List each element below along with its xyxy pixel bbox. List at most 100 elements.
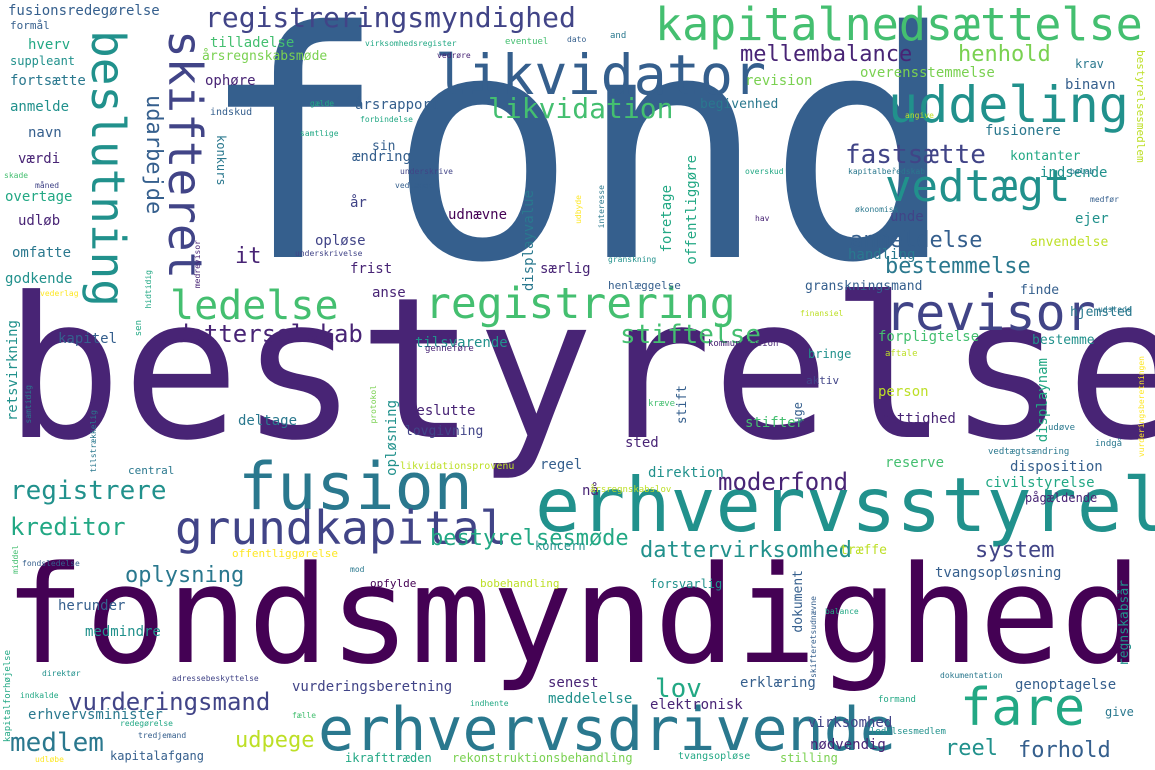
cloud-word: årsregnskabslov: [590, 485, 672, 495]
cloud-word: ledelse: [170, 283, 339, 329]
cloud-word: central: [128, 464, 175, 477]
cloud-word: værdi: [18, 151, 61, 167]
cloud-word: fusion: [238, 450, 473, 525]
cloud-word: vedlægge: [395, 181, 434, 190]
cloud-word: henhold: [958, 42, 1051, 67]
cloud-word: moderfond: [718, 468, 849, 496]
cloud-word: medfør: [1090, 195, 1119, 204]
cloud-word: regel: [540, 457, 583, 473]
cloud-word: fælle: [292, 711, 317, 720]
cloud-word: indkalde: [20, 691, 59, 700]
cloud-word: udøve: [1048, 423, 1076, 433]
cloud-word: rettighed: [880, 411, 956, 427]
cloud-word: vurderingsmand: [68, 688, 271, 716]
cloud-word: disposition: [1010, 459, 1103, 475]
cloud-word: opløsning: [384, 400, 400, 476]
cloud-word: registrering: [425, 279, 736, 329]
cloud-word: anmelde: [10, 99, 70, 115]
cloud-word: opfylde: [370, 577, 417, 590]
cloud-word: bobehandling: [480, 577, 560, 590]
cloud-word: udnævne: [448, 207, 508, 223]
cloud-word: sin: [372, 139, 396, 154]
cloud-word: handling: [848, 247, 916, 263]
cloud-word: likvidation: [488, 92, 674, 125]
cloud-word: måned: [35, 181, 60, 190]
cloud-word: genoptagelse: [1015, 677, 1117, 693]
cloud-word: stiftelse: [620, 320, 761, 350]
cloud-word: ikrafttræden: [345, 751, 432, 765]
cloud-word: erhvervsdrivende: [318, 695, 896, 765]
cloud-word: senest: [548, 675, 599, 691]
cloud-word: reserve: [885, 455, 945, 471]
cloud-word: ændring: [352, 149, 412, 165]
cloud-word: indsende: [1040, 165, 1108, 181]
cloud-word: årsregnskabsmøde: [202, 49, 328, 64]
cloud-word: direktør: [42, 669, 81, 678]
cloud-word: erhvervsstyrelse: [535, 461, 1155, 549]
cloud-word: fondsmyndighed: [4, 537, 1142, 694]
cloud-word: lovgivning: [405, 424, 484, 439]
cloud-word: ledelsesmedlem: [870, 727, 946, 737]
cloud-word: medmindre: [85, 624, 161, 640]
cloud-word: indhente: [470, 699, 509, 708]
cloud-word: civilstyrelse: [985, 475, 1095, 491]
cloud-word: kapitalnedsættelse: [655, 0, 1143, 51]
cloud-word: kræve: [648, 399, 676, 409]
cloud-word: fond: [198, 0, 957, 332]
cloud-word: lov: [655, 674, 702, 704]
cloud-word: virksomhed: [808, 715, 893, 731]
cloud-word: fusionere: [985, 123, 1061, 139]
cloud-word: interesse: [597, 185, 606, 229]
cloud-word: udstede: [1098, 305, 1132, 314]
cloud-word: indskud: [210, 107, 253, 118]
cloud-word: genneføre: [425, 344, 474, 354]
cloud-word: vurderingsberetningen: [1137, 356, 1146, 458]
cloud-word: forbindelse: [360, 115, 413, 124]
cloud-word: beslutning: [81, 30, 135, 307]
cloud-word: vedtægtsændring: [988, 447, 1070, 457]
cloud-word: tvangsopløsning: [935, 565, 1062, 581]
cloud-word: udbyde: [574, 195, 583, 224]
cloud-word: likvidator: [435, 43, 767, 107]
cloud-word: godkende: [5, 271, 73, 287]
cloud-word: bestyrelsesmøde: [430, 526, 629, 551]
cloud-word: fastsætte: [845, 140, 986, 170]
cloud-word: registreringsmyndighed: [205, 1, 576, 34]
cloud-word: adressebeskyttelse: [172, 674, 259, 683]
cloud-word: samtidig: [24, 385, 33, 424]
cloud-word: træffe: [840, 543, 887, 558]
cloud-word: pågældende: [1025, 491, 1098, 505]
cloud-word: udarbejde: [141, 95, 166, 215]
cloud-word: stift: [675, 385, 690, 425]
cloud-word: anmeldelse: [850, 228, 983, 253]
cloud-word: kapitalbeředskab: [848, 167, 926, 176]
cloud-word: and: [610, 31, 627, 41]
cloud-word: medlem: [10, 728, 104, 758]
cloud-word: oplysning: [125, 563, 245, 588]
cloud-word: år: [350, 195, 367, 211]
cloud-word: indgå: [1095, 439, 1123, 449]
cloud-word: meddelelse: [548, 691, 633, 707]
cloud-word: protokol: [369, 385, 378, 424]
cloud-word: uge: [791, 402, 805, 424]
cloud-word: navn: [28, 125, 62, 141]
cloud-word: henlæggelse: [608, 279, 681, 292]
cloud-word: give: [1105, 705, 1134, 719]
cloud-word: tilladelse: [210, 35, 295, 51]
cloud-word: ophøre: [205, 73, 256, 89]
cloud-word: bestyrelsesmedlem: [1134, 50, 1147, 163]
cloud-word: ejer: [1075, 211, 1109, 227]
cloud-word: system: [975, 538, 1055, 563]
cloud-word: omfatte: [12, 245, 72, 261]
cloud-word: revisor: [885, 284, 1096, 342]
cloud-word: granskning: [608, 255, 657, 264]
cloud-word: aktiv: [806, 374, 840, 387]
cloud-word: nå: [582, 483, 599, 499]
cloud-word: binavn: [1065, 77, 1116, 93]
cloud-word: registrere: [10, 476, 167, 506]
cloud-word: offentliggørelse: [232, 547, 338, 560]
cloud-word: mellembalance: [740, 42, 913, 67]
cloud-word: sen: [134, 320, 144, 337]
cloud-word: hidtidig: [144, 270, 153, 309]
cloud-word: vurderingsberetning: [292, 679, 453, 695]
